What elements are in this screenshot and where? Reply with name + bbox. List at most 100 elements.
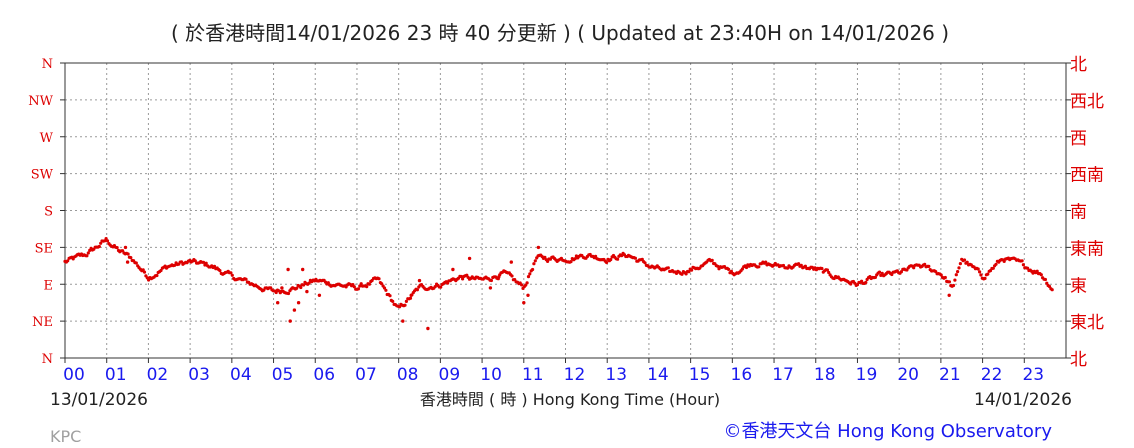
data-point	[609, 258, 613, 262]
data-point	[352, 285, 356, 289]
data-point	[939, 273, 943, 277]
data-point	[129, 256, 133, 260]
x-tick-label: 00	[63, 365, 85, 385]
x-tick-label: 01	[105, 365, 127, 385]
data-point	[433, 285, 437, 289]
y-tick-label-left: W	[40, 131, 54, 146]
axis-ticks	[60, 62, 1071, 363]
data-point	[204, 261, 208, 265]
data-point	[1035, 269, 1039, 273]
x-tick-label: 21	[939, 365, 961, 385]
data-point	[927, 264, 931, 268]
y-tick-label-right: 東南	[1070, 239, 1104, 259]
data-point	[382, 286, 387, 290]
y-tick-label-right: 北	[1070, 350, 1087, 370]
y-tick-label-left: SW	[31, 168, 54, 183]
data-point	[377, 277, 381, 281]
data-point	[965, 260, 969, 264]
data-point	[951, 283, 956, 288]
data-point	[497, 275, 501, 279]
grid	[65, 63, 1066, 358]
data-point	[983, 276, 987, 280]
x-tick-label: 16	[731, 365, 753, 385]
x-tick-label: 13	[605, 365, 627, 385]
chart-title: ( 於香港時間14/01/2026 23 時 40 分更新 ) ( Update…	[171, 21, 949, 45]
data-point	[288, 319, 292, 323]
data-point	[569, 260, 573, 264]
data-point	[85, 254, 89, 258]
data-point	[947, 280, 952, 284]
copyright-link[interactable]: ©香港天文台 Hong Kong Observatory	[723, 421, 1052, 442]
y-tick-label-left: N	[42, 352, 53, 367]
data-point	[710, 258, 714, 262]
data-point	[1043, 277, 1047, 282]
y-tick-label-right: 東	[1070, 276, 1087, 296]
data-point	[305, 289, 309, 294]
data-point	[403, 303, 407, 307]
x-tick-label: 18	[814, 365, 836, 385]
data-point	[899, 270, 904, 274]
data-point	[417, 278, 422, 283]
data-point	[451, 267, 455, 272]
data-point	[923, 262, 927, 266]
data-point	[115, 246, 119, 250]
x-tick-label: 05	[272, 365, 294, 385]
end-date: 14/01/2026	[974, 390, 1072, 410]
data-point	[230, 273, 234, 277]
x-axis-title: 香港時間 ( 時 ) Hong Kong Time (Hour)	[420, 390, 720, 409]
data-point	[864, 280, 868, 285]
data-point	[461, 277, 465, 281]
data-point	[173, 263, 177, 267]
data-point	[404, 299, 408, 303]
data-point	[605, 260, 609, 265]
y-tick-label-right: 西南	[1070, 166, 1104, 186]
data-point	[121, 249, 125, 253]
data-point	[367, 282, 371, 286]
data-point	[391, 299, 395, 303]
data-point	[1002, 259, 1006, 263]
data-point	[408, 296, 413, 300]
data-point	[953, 278, 957, 282]
data-point	[276, 301, 280, 305]
data-point	[301, 267, 305, 272]
data-point	[727, 267, 731, 271]
data-point	[415, 288, 419, 292]
data-point	[295, 286, 299, 290]
data-point	[1021, 263, 1025, 267]
data-point	[1020, 259, 1024, 263]
data-point	[380, 282, 384, 286]
data-point	[244, 277, 248, 281]
data-point	[526, 293, 530, 297]
data-point	[286, 291, 291, 296]
x-tick-label: 15	[689, 365, 711, 385]
data-point	[299, 285, 303, 290]
data-point	[398, 305, 402, 309]
x-axis-labels: 00 01 02 03 04 05 06 07 08 09 10 11 12 13 14 15 16 17 18 19…	[63, 365, 1044, 385]
data-point	[155, 273, 159, 278]
data-point	[687, 270, 691, 274]
x-tick-label: 23	[1022, 365, 1044, 385]
data-point	[616, 257, 620, 261]
data-point	[546, 259, 550, 263]
data-point	[956, 270, 960, 274]
data-point	[467, 256, 472, 261]
data-point	[459, 274, 463, 279]
x-tick-label: 14	[647, 365, 669, 385]
data-point	[296, 301, 301, 305]
x-tick-label: 07	[355, 365, 377, 385]
data-point	[877, 270, 882, 274]
x-tick-label: 06	[313, 365, 335, 385]
data-point	[716, 264, 720, 268]
x-tick-label: 04	[230, 365, 252, 385]
data-point	[1050, 288, 1054, 292]
data-point	[528, 272, 532, 276]
data-point	[522, 301, 526, 305]
y-tick-label-left: NW	[28, 94, 53, 109]
data-point	[86, 251, 90, 255]
data-point	[134, 261, 138, 265]
y-tick-label-right: 南	[1070, 203, 1087, 223]
data-point	[994, 262, 998, 266]
x-tick-label: 03	[188, 365, 210, 385]
